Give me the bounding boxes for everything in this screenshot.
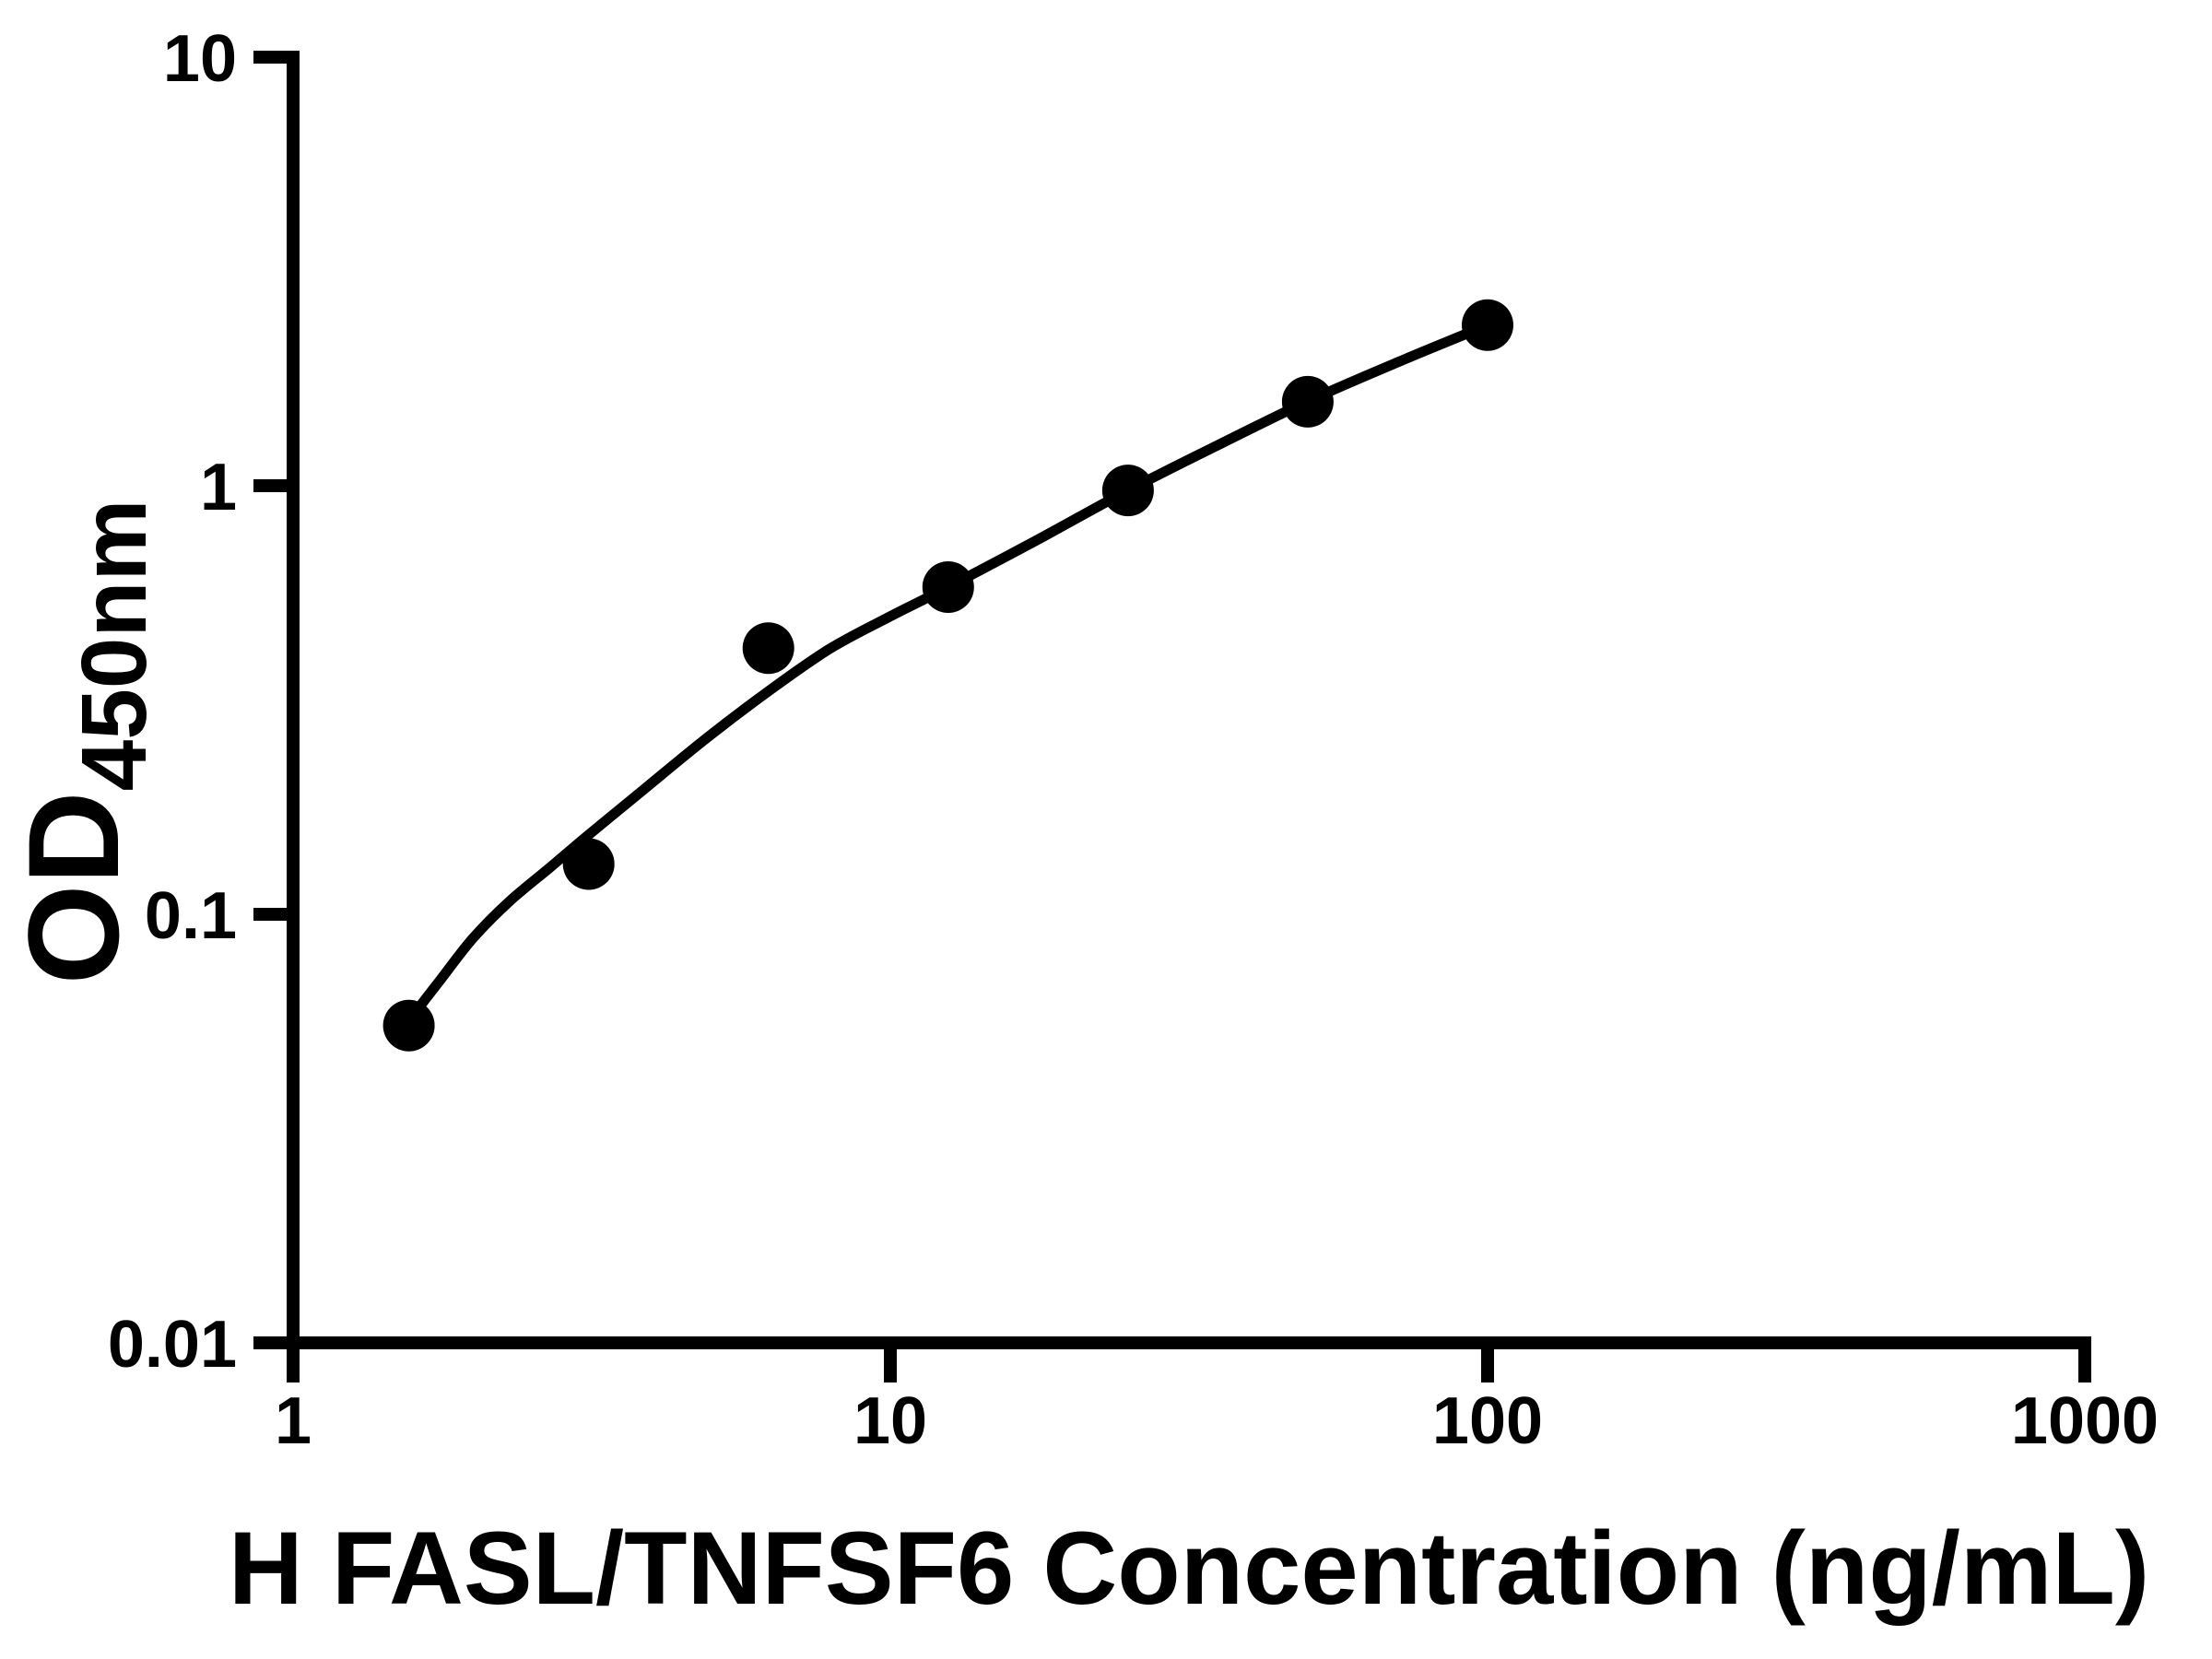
y-axis-title-subscript: 450nm — [63, 500, 166, 792]
fitted-curve-layer — [403, 320, 1493, 1027]
data-point — [382, 999, 435, 1052]
data-point — [562, 838, 615, 890]
y-tick-label: 10 — [163, 22, 237, 96]
y-tick-label: 0.1 — [145, 879, 237, 953]
data-point — [742, 622, 794, 675]
y-tick-label: 0.01 — [108, 1308, 237, 1382]
data-point — [1462, 299, 1513, 351]
axis-ticks — [253, 51, 2091, 1382]
y-tick-label: 1 — [200, 451, 237, 524]
y-axis-title-main: OD — [1, 791, 146, 984]
y-axis-title: OD450nm — [1, 500, 166, 985]
data-points-layer — [382, 299, 1513, 1052]
data-point — [922, 561, 974, 613]
x-tick-label: 10 — [853, 1384, 927, 1458]
tick-labels-layer: 1 10 100 1000 0.01 0.1 1 10 — [108, 22, 2159, 1458]
data-point — [1101, 465, 1154, 517]
x-tick-label: 1 — [275, 1384, 312, 1458]
data-point — [1281, 375, 1334, 428]
x-axis-title: H FASL/TNFSF6 Concentration (ng/mL) — [229, 1511, 2149, 1626]
x-tick-label: 1000 — [2011, 1384, 2159, 1458]
fitted-curve — [403, 320, 1493, 1027]
x-tick-label: 100 — [1432, 1384, 1543, 1458]
